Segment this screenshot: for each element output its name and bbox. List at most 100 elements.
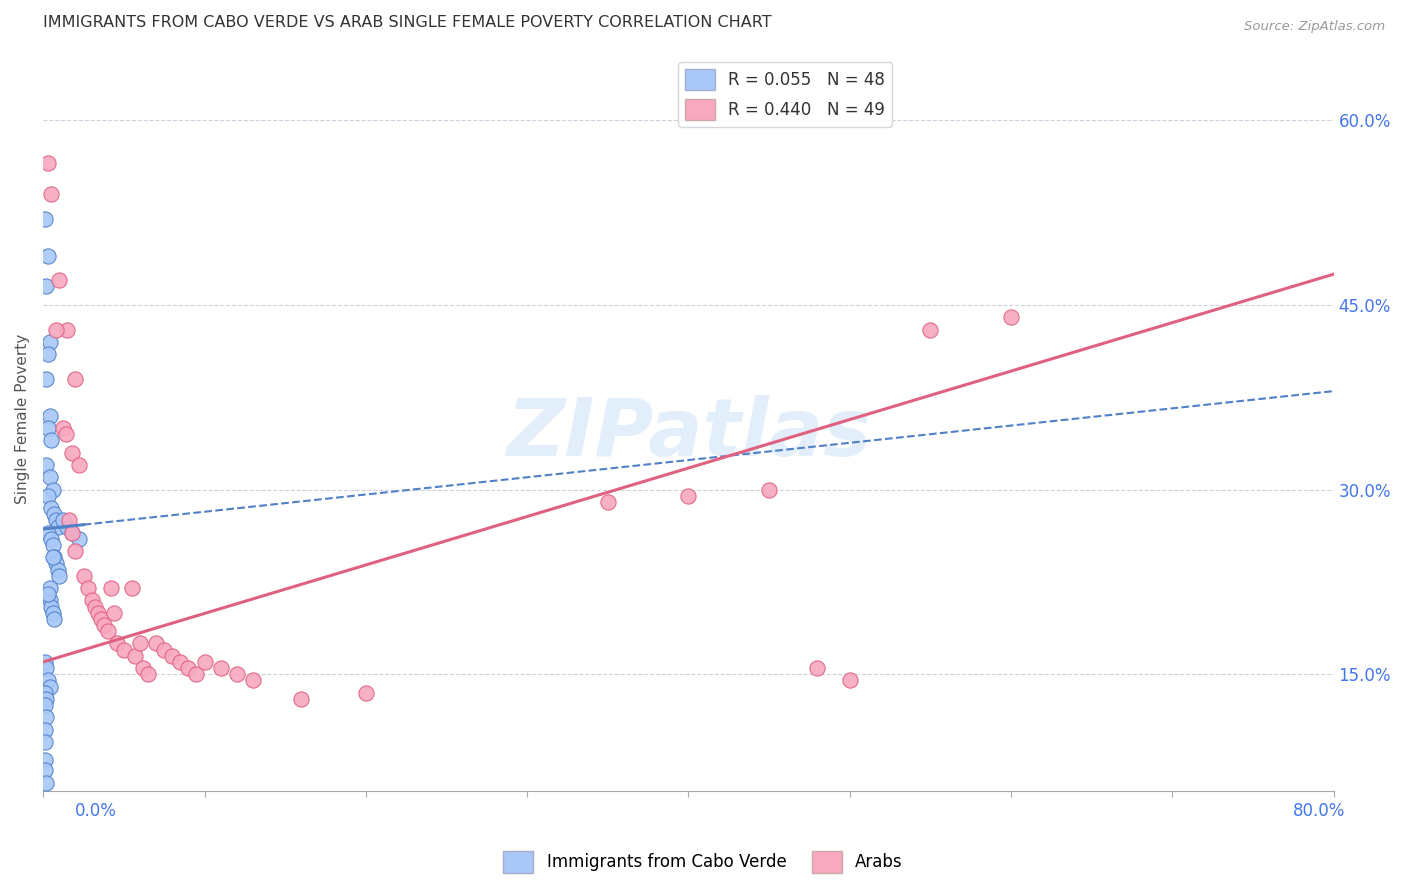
Point	[44, 507, 66, 521]
Point	[1000, 310, 1022, 325]
Point	[42, 483, 65, 497]
Point	[87, 606, 110, 620]
Point	[37, 587, 59, 601]
Point	[51, 421, 73, 435]
Point	[38, 581, 60, 595]
Point	[129, 636, 152, 650]
Point	[136, 667, 159, 681]
Legend: Immigrants from Cabo Verde, Arabs: Immigrants from Cabo Verde, Arabs	[496, 845, 910, 880]
Point	[209, 661, 232, 675]
Point	[67, 532, 90, 546]
Point	[77, 581, 100, 595]
Point	[56, 322, 79, 336]
Point	[34, 723, 56, 737]
Legend: R = 0.055   N = 48, R = 0.440   N = 49: R = 0.055 N = 48, R = 0.440 N = 49	[679, 62, 891, 127]
Point	[45, 513, 67, 527]
Point	[193, 655, 215, 669]
Point	[80, 593, 103, 607]
Point	[162, 648, 184, 663]
Text: Source: ZipAtlas.com: Source: ZipAtlas.com	[1244, 20, 1385, 33]
Point	[42, 606, 65, 620]
Point	[37, 673, 59, 688]
Point	[39, 187, 62, 202]
Point	[55, 427, 77, 442]
Text: IMMIGRANTS FROM CABO VERDE VS ARAB SINGLE FEMALE POVERTY CORRELATION CHART: IMMIGRANTS FROM CABO VERDE VS ARAB SINGL…	[44, 15, 772, 30]
Point	[39, 501, 62, 516]
Point	[39, 434, 62, 448]
Point	[37, 421, 59, 435]
Point	[67, 458, 90, 472]
Y-axis label: Single Female Poverty: Single Female Poverty	[15, 334, 30, 504]
Point	[225, 667, 247, 681]
Point	[38, 409, 60, 423]
Point	[83, 599, 105, 614]
Text: 80.0%: 80.0%	[1292, 802, 1346, 820]
Text: ZIPatlas: ZIPatlas	[506, 394, 870, 473]
Point	[34, 735, 56, 749]
Point	[35, 710, 58, 724]
Point	[35, 775, 58, 789]
Point	[34, 211, 56, 226]
Point	[678, 489, 700, 503]
Point	[37, 489, 59, 503]
Point	[103, 606, 125, 620]
Point	[39, 599, 62, 614]
Point	[46, 519, 69, 533]
Point	[35, 279, 58, 293]
Point	[112, 642, 135, 657]
Point	[44, 550, 66, 565]
Point	[60, 525, 83, 540]
Point	[38, 593, 60, 607]
Point	[35, 372, 58, 386]
Point	[34, 763, 56, 777]
Point	[124, 648, 146, 663]
Point	[838, 673, 860, 688]
Point	[145, 636, 167, 650]
Point	[35, 661, 58, 675]
Point	[58, 513, 80, 527]
Point	[44, 612, 66, 626]
Point	[60, 525, 83, 540]
Point	[65, 544, 87, 558]
Point	[34, 686, 56, 700]
Point	[105, 636, 128, 650]
Point	[45, 322, 67, 336]
Point	[56, 519, 79, 533]
Point	[37, 156, 59, 170]
Point	[169, 655, 191, 669]
Point	[35, 691, 58, 706]
Point	[242, 673, 264, 688]
Point	[37, 525, 59, 540]
Point	[72, 568, 94, 582]
Point	[153, 642, 176, 657]
Point	[177, 661, 200, 675]
Point	[186, 667, 208, 681]
Point	[37, 249, 59, 263]
Point	[38, 334, 60, 349]
Point	[290, 691, 312, 706]
Point	[51, 513, 73, 527]
Point	[39, 532, 62, 546]
Point	[132, 661, 155, 675]
Point	[34, 698, 56, 712]
Point	[38, 680, 60, 694]
Point	[42, 550, 65, 565]
Point	[45, 557, 67, 571]
Point	[46, 563, 69, 577]
Point	[93, 618, 115, 632]
Point	[596, 495, 619, 509]
Point	[100, 581, 122, 595]
Point	[48, 273, 70, 287]
Point	[920, 322, 942, 336]
Point	[35, 458, 58, 472]
Point	[37, 347, 59, 361]
Point	[34, 655, 56, 669]
Point	[806, 661, 828, 675]
Text: 0.0%: 0.0%	[75, 802, 117, 820]
Point	[758, 483, 780, 497]
Point	[38, 470, 60, 484]
Point	[90, 612, 112, 626]
Point	[48, 568, 70, 582]
Point	[121, 581, 143, 595]
Point	[97, 624, 120, 639]
